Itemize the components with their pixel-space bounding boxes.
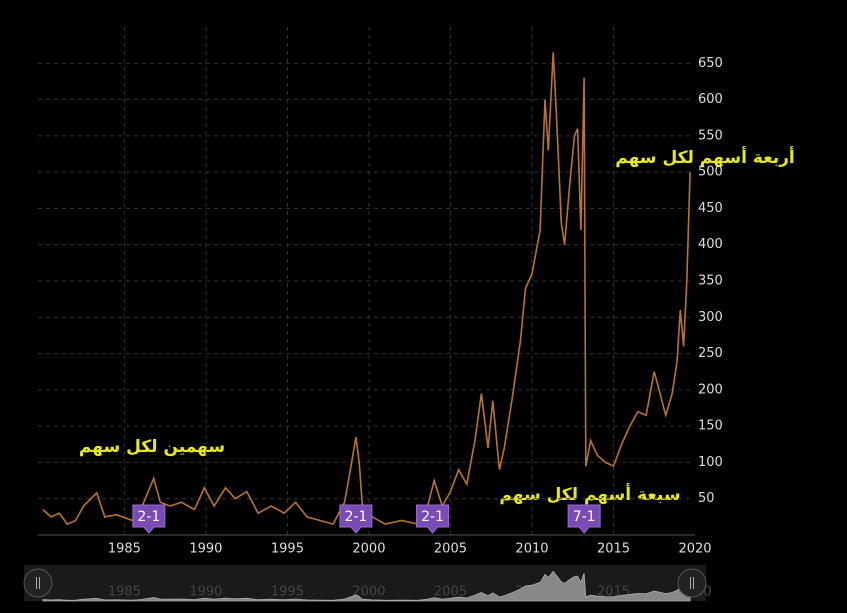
navigator-area — [42, 570, 691, 602]
y-tick-label: 350 — [698, 274, 723, 289]
navigator-label: 2000 — [352, 585, 385, 600]
navigator-label: 1985 — [108, 585, 141, 600]
y-tick-label: 450 — [698, 201, 723, 216]
y-tick-label: 650 — [698, 56, 723, 71]
navigator-label: 1995 — [271, 585, 304, 600]
x-tick-label: 2000 — [352, 542, 385, 557]
y-tick-label: 600 — [698, 92, 723, 107]
y-tick-label: 500 — [698, 165, 723, 180]
split-marker[interactable] — [416, 504, 450, 534]
split-marker[interactable] — [339, 504, 373, 534]
navigator[interactable] — [24, 565, 706, 601]
split-label: 2-1 — [344, 509, 367, 525]
x-tick-label: 1985 — [108, 542, 141, 557]
y-tick-label: 50 — [698, 491, 715, 506]
x-tick-label: 2010 — [515, 542, 548, 557]
navigator-label: 1990 — [189, 585, 222, 600]
split-label: 7-1 — [573, 509, 596, 525]
y-tick-label: 100 — [698, 455, 723, 470]
y-tick-label: 150 — [698, 419, 723, 434]
price-line — [42, 52, 691, 526]
navigator-label: 2005 — [434, 585, 467, 600]
x-tick-label: 2020 — [678, 542, 711, 557]
x-tick-label: 1995 — [271, 542, 304, 557]
x-tick-label: 2005 — [434, 542, 467, 557]
y-tick-label: 300 — [698, 310, 723, 325]
y-tick-label: 200 — [698, 382, 723, 397]
split-label: 2-1 — [137, 509, 160, 525]
annotation: سبعة أسهم لكل سهم — [499, 483, 680, 505]
y-tick-label: 400 — [698, 237, 723, 252]
x-tick-label: 1990 — [189, 542, 222, 557]
annotation: سهمين لكل سهم — [79, 437, 225, 457]
split-marker[interactable] — [132, 504, 166, 534]
navigator-handle[interactable] — [23, 568, 53, 598]
x-tick-label: 2015 — [597, 542, 630, 557]
split-marker[interactable] — [567, 504, 601, 534]
y-tick-label: 550 — [698, 128, 723, 143]
split-label: 2-1 — [421, 509, 444, 525]
navigator-handle[interactable] — [677, 568, 707, 598]
annotation: أربعة أسهم لكل سهم — [615, 146, 794, 168]
y-tick-label: 250 — [698, 346, 723, 361]
